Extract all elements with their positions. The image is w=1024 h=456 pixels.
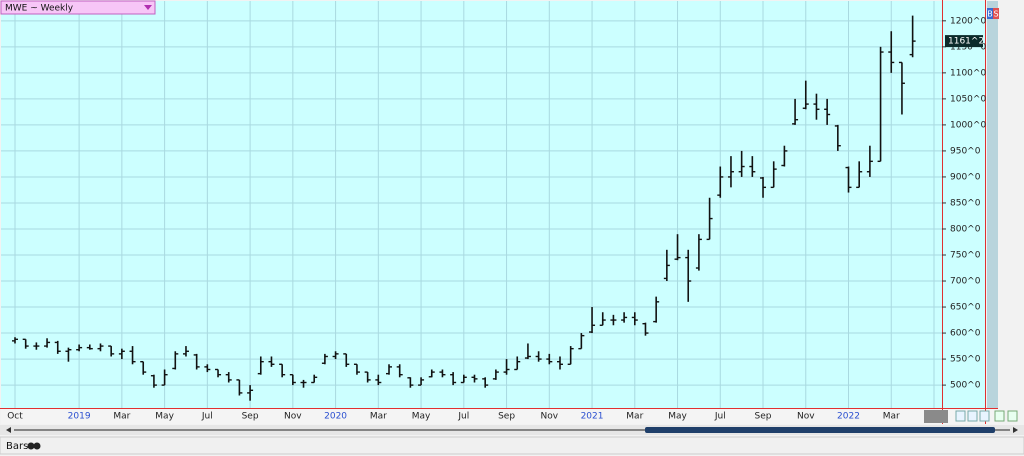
symbol-label: MWE ~ Weekly bbox=[5, 4, 74, 14]
side-panel bbox=[987, 1, 998, 408]
buy-button[interactable] bbox=[987, 8, 993, 19]
y-tick-label: 700^0 bbox=[950, 277, 981, 287]
tool-button[interactable] bbox=[967, 410, 978, 422]
y-tick-label: 900^0 bbox=[950, 172, 981, 182]
last-price-box bbox=[945, 35, 983, 48]
y-tick-label: 950^0 bbox=[950, 146, 981, 156]
y-tick-label: 1200^0 bbox=[950, 16, 986, 26]
bars bbox=[12, 15, 916, 401]
x-tick-label: May bbox=[155, 412, 174, 422]
x-tick-label: Jul bbox=[457, 412, 469, 422]
time-axis-area bbox=[1, 409, 998, 424]
x-tick-label: Nov bbox=[284, 412, 302, 422]
x-tick-label: Nov bbox=[541, 412, 559, 422]
tool-button[interactable] bbox=[1007, 410, 1018, 422]
scroll-thumb[interactable] bbox=[645, 427, 995, 433]
y-tick-label: 550^0 bbox=[950, 355, 981, 365]
x-tick-label: Mar bbox=[370, 412, 387, 422]
x-tick-label: 2022 bbox=[837, 412, 860, 422]
x-tick-label: Sep bbox=[242, 412, 259, 422]
x-tick-label: Sep bbox=[498, 412, 515, 422]
x-tick-label: Mar bbox=[883, 412, 900, 422]
x-tick-label: Mar bbox=[113, 412, 130, 422]
current-period bbox=[924, 410, 948, 423]
y-tick-label: 750^0 bbox=[950, 251, 981, 261]
y-tick-label: 500^0 bbox=[950, 381, 981, 391]
y-tick-label: 1000^0 bbox=[950, 120, 986, 130]
tool-button[interactable] bbox=[955, 410, 966, 422]
y-tick-label: 800^0 bbox=[950, 224, 981, 234]
y-tick-label: 1150^0 bbox=[950, 42, 986, 52]
x-tick-label: Oct bbox=[7, 412, 23, 422]
sell-label: S bbox=[993, 10, 998, 19]
status-bar bbox=[0, 436, 1024, 455]
symbol-box[interactable] bbox=[0, 0, 156, 15]
x-tick-label: Sep bbox=[755, 412, 772, 422]
x-tick-label: May bbox=[668, 412, 687, 422]
price-axis-area bbox=[943, 1, 985, 408]
scroll-left[interactable] bbox=[6, 427, 11, 433]
x-tick-label: Jul bbox=[714, 412, 726, 422]
y-tick-label: 600^0 bbox=[950, 329, 981, 339]
y-tick-label: 1050^0 bbox=[950, 94, 986, 104]
x-tick-label: 2019 bbox=[68, 412, 91, 422]
x-tick-label: Jul bbox=[201, 412, 213, 422]
dropdown-arrow[interactable] bbox=[144, 5, 152, 10]
x-tick-label: 2021 bbox=[581, 412, 604, 422]
y-tick-label: 850^0 bbox=[950, 198, 981, 208]
last-price: 1161^2 bbox=[945, 35, 984, 48]
y-tick-label: 1100^0 bbox=[950, 68, 986, 78]
x-tick-label: May bbox=[412, 412, 431, 422]
mode-icon[interactable] bbox=[33, 442, 41, 450]
last-price-label: 1161^2 bbox=[948, 37, 984, 47]
ticks: 500^0 550^0 600^0 650^0 700^0 750^0 800^0 850^0… bbox=[7, 16, 986, 421]
x-tick-label: Mar bbox=[626, 412, 643, 422]
sell-button[interactable] bbox=[993, 8, 999, 19]
mode-label: Bars bbox=[6, 441, 28, 452]
tool-button[interactable] bbox=[994, 410, 1005, 422]
y-tick-label: 650^0 bbox=[950, 303, 981, 313]
mode-icon[interactable] bbox=[27, 442, 35, 450]
x-tick-label: Nov bbox=[797, 412, 815, 422]
tool-button[interactable] bbox=[979, 410, 990, 422]
plot-area bbox=[1, 1, 942, 408]
buy-label: B bbox=[987, 10, 993, 19]
scroll-right[interactable] bbox=[1013, 427, 1018, 433]
x-tick-label: 2020 bbox=[324, 412, 347, 422]
